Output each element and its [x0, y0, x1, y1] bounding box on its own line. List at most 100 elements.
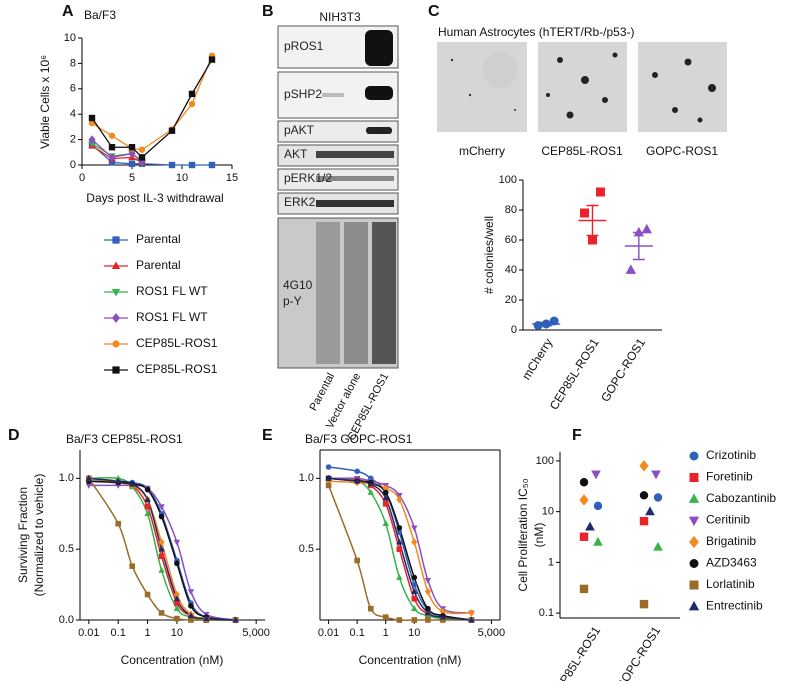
x-tick-label: GOPC-ROS1	[613, 624, 663, 681]
data-point	[579, 532, 589, 541]
band-label: 4G10	[283, 278, 313, 292]
cell	[514, 109, 516, 111]
data-point	[114, 477, 122, 484]
y-axis-label: # colonies/well	[482, 216, 496, 294]
legend-marker	[112, 366, 120, 374]
legend-label: ROS1 FL WT	[136, 284, 208, 298]
legend-marker	[688, 600, 700, 611]
y-tick-label: 6	[70, 83, 76, 95]
x-tick-label: 5,000	[478, 627, 506, 639]
x-tick-label: 10	[408, 627, 420, 639]
legend-label: Parental	[136, 232, 181, 246]
data-point	[188, 603, 194, 609]
legend-label: Foretinib	[706, 470, 753, 484]
data-point	[144, 591, 151, 598]
data-point	[425, 605, 431, 612]
y-tick-label: 0.5	[59, 543, 74, 555]
cell	[450, 58, 454, 62]
data-point	[439, 607, 446, 616]
data-point	[593, 501, 603, 511]
data-point	[128, 160, 136, 167]
panel-label: C	[428, 3, 440, 20]
colony	[697, 117, 703, 123]
chart-title: Ba/F3	[84, 8, 116, 22]
data-point	[325, 482, 332, 489]
colony	[602, 97, 608, 103]
band	[316, 151, 394, 158]
data-point	[188, 100, 196, 108]
y-tick-label: 100	[536, 455, 554, 467]
data-point	[158, 545, 165, 552]
data-point	[354, 557, 360, 564]
x-tick-label: 1	[144, 627, 150, 639]
data-point	[541, 319, 551, 329]
y-tick-label: 1.0	[299, 472, 314, 484]
data-point	[158, 566, 165, 573]
panel-label: F	[572, 427, 582, 444]
data-point	[354, 468, 360, 475]
data-point	[439, 613, 447, 620]
data-point	[173, 590, 180, 599]
band-label: pAKT	[284, 123, 315, 137]
band-label: pERK1/2	[284, 171, 332, 185]
data-point	[138, 156, 146, 166]
data-point	[173, 539, 181, 546]
data-point	[203, 615, 210, 621]
x-tick-label: 10	[171, 627, 183, 639]
data-point	[144, 503, 151, 510]
legend-marker	[112, 236, 120, 244]
legend-marker	[112, 313, 120, 323]
data-point	[424, 587, 432, 596]
data-point	[173, 595, 181, 602]
lane	[316, 222, 340, 364]
data-point	[382, 614, 389, 620]
legend-label: Cabozantinib	[706, 491, 776, 505]
data-point	[108, 144, 116, 151]
data-point	[396, 546, 403, 552]
y-tick-label: 10	[542, 506, 554, 518]
chart-title: Ba/F3 CEP85L-ROS1	[66, 432, 183, 446]
data-point	[325, 464, 332, 470]
data-point	[325, 474, 332, 481]
colony	[684, 58, 692, 66]
legend-label: ROS1 FL WT	[136, 310, 208, 324]
band	[322, 93, 344, 97]
data-point	[188, 617, 194, 623]
data-point	[411, 605, 418, 612]
colony	[546, 93, 550, 97]
data-point	[468, 616, 475, 623]
x-tick-label: 1	[383, 627, 389, 639]
y-tick-label: 0.5	[299, 543, 314, 555]
legend-marker	[689, 451, 699, 461]
colony	[652, 72, 658, 78]
data-point	[144, 510, 151, 517]
y-axis-label: (Normalized to vehicle)	[32, 474, 46, 597]
data-point	[353, 477, 361, 484]
data-point	[653, 493, 663, 502]
y-tick-label: 80	[505, 204, 517, 216]
y-axis-label: Viable Cells x 10⁶	[38, 55, 52, 149]
band-label: pROS1	[284, 39, 324, 53]
data-point	[367, 480, 375, 487]
lane	[344, 222, 368, 364]
legend-marker	[689, 559, 699, 568]
x-axis-label: Days post IL-3 withdrawal	[86, 191, 223, 205]
x-axis-label: Concentration (nM)	[121, 653, 224, 667]
colony	[581, 76, 589, 84]
colony	[708, 84, 716, 92]
data-point	[174, 560, 180, 567]
y-tick-label: 0.0	[59, 614, 74, 626]
y-tick-label: 0	[511, 324, 517, 336]
data-point	[367, 605, 374, 612]
panel-label: B	[262, 3, 274, 20]
data-point	[108, 153, 116, 162]
data-point	[396, 495, 403, 504]
colony	[672, 107, 678, 113]
x-tick-label: mCherry	[519, 336, 555, 382]
colony	[612, 52, 618, 58]
y-tick-label: 1	[548, 556, 554, 568]
y-axis-label: Surviving Fraction	[16, 487, 30, 583]
data-point	[108, 159, 116, 166]
y-tick-label: 10	[64, 32, 76, 44]
